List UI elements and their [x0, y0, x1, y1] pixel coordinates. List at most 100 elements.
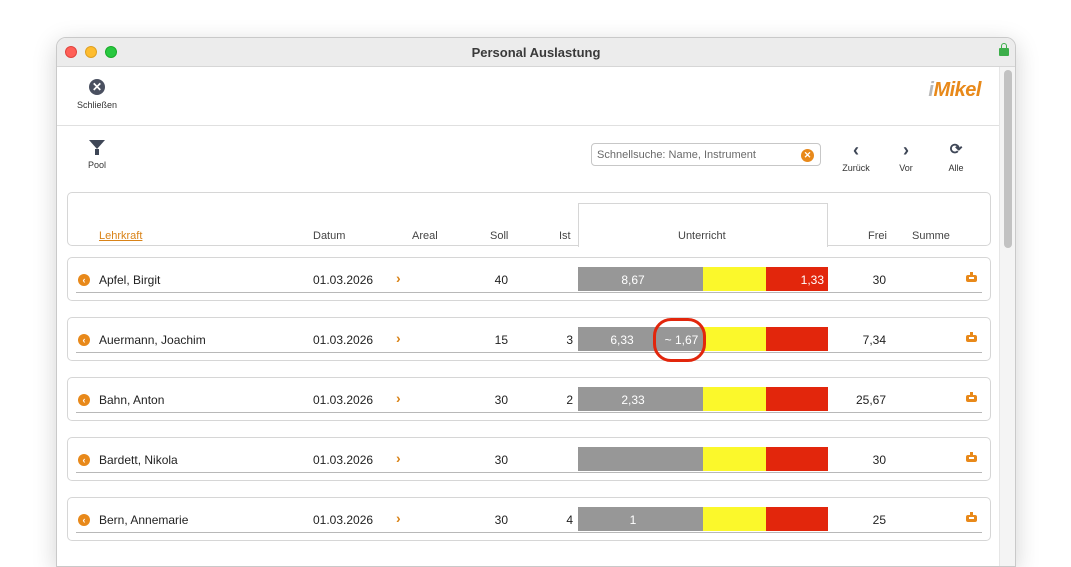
row-soll: 40 [494, 273, 508, 287]
teacher-name: Bardett, Nikola [99, 453, 178, 467]
row-date: 01.03.2026 [313, 453, 374, 467]
teacher-name: Bern, Annemarie [99, 513, 189, 527]
refresh-icon: ⟳ [949, 141, 963, 158]
row-date: 01.03.2026 [313, 333, 374, 347]
chevron-right-icon: › [903, 140, 909, 160]
table-row: ‹ Auermann, Joachim 01.03.2026 › 15 3 6,… [67, 317, 991, 362]
arrow-circle-icon[interactable]: ‹ [78, 394, 90, 406]
column-header-unterricht: Unterricht [678, 230, 726, 242]
load-bar-red [766, 507, 828, 531]
quick-search: ✕ [591, 143, 821, 166]
chevron-right-icon[interactable]: › [396, 510, 401, 526]
row-frei: 7,34 [862, 333, 886, 347]
clear-search-icon[interactable]: ✕ [801, 149, 814, 162]
table-row: ‹ Bardett, Nikola 01.03.2026 › 30 30 [67, 437, 991, 481]
close-button-label: Schließen [76, 100, 118, 110]
arrow-circle-icon[interactable]: ‹ [78, 274, 90, 286]
funnel-icon [89, 140, 105, 149]
row-soll: 15 [494, 333, 508, 347]
imikel-logo: iMikel [928, 79, 981, 101]
robot-icon[interactable] [966, 452, 978, 463]
robot-icon[interactable] [966, 332, 978, 343]
row-soll: 30 [494, 393, 508, 407]
load-bar-grey [578, 267, 703, 291]
load-bar-grey [578, 387, 703, 411]
forward-button[interactable]: › Vor [886, 140, 926, 173]
arrow-circle-icon[interactable]: ‹ [78, 334, 90, 346]
load-bar-yellow [703, 507, 766, 531]
load-bar-red [766, 447, 828, 471]
table-row: ‹ Bahn, Anton 01.03.2026 › 30 2 2,33 25,… [67, 377, 991, 421]
scroll-thumb[interactable] [1004, 70, 1012, 248]
row-date: 01.03.2026 [313, 513, 374, 527]
load-bar-grey [578, 327, 703, 351]
row-soll: 30 [494, 453, 508, 467]
teacher-name: Auermann, Joachim [99, 333, 206, 347]
load-bar-red [766, 327, 828, 351]
pool-label: Pool [87, 160, 106, 170]
column-header-soll: Soll [490, 230, 509, 242]
load-bar-yellow [703, 267, 766, 291]
teacher-name: Bahn, Anton [99, 393, 165, 407]
row-date: 01.03.2026 [313, 273, 374, 287]
close-icon: ✕ [89, 79, 105, 95]
title-bar: Personal Auslastung [57, 38, 1015, 67]
robot-icon[interactable] [966, 392, 978, 403]
table-row: ‹ Bern, Annemarie 01.03.2026 › 30 4 1 25 [67, 497, 991, 541]
chevron-right-icon[interactable]: › [396, 330, 401, 346]
vertical-scrollbar[interactable] [999, 67, 1015, 566]
load-bar-yellow [703, 447, 766, 471]
load-value: 1 [629, 513, 637, 527]
arrow-circle-icon[interactable]: ‹ [78, 514, 90, 526]
back-button[interactable]: ‹ Zurück [836, 140, 876, 173]
window-minimize-button[interactable] [85, 46, 97, 58]
column-header-datum: Datum [313, 230, 346, 242]
row-frei: 30 [872, 273, 886, 287]
search-input[interactable] [597, 147, 797, 163]
overload-value: 1,33 [800, 273, 824, 287]
robot-icon[interactable] [966, 272, 978, 283]
row-frei: 25 [872, 513, 886, 527]
highlight-circle [653, 318, 706, 362]
column-header-lehrkraft[interactable]: Lehrkraft [99, 230, 143, 242]
row-ist: 3 [566, 333, 573, 347]
row-ist: 2 [566, 393, 573, 407]
chevron-right-icon[interactable]: › [396, 450, 401, 466]
row-frei: 25,67 [855, 393, 886, 407]
row-ist: 4 [566, 513, 573, 527]
window-close-button[interactable] [65, 46, 77, 58]
chevron-right-icon[interactable]: › [396, 390, 401, 406]
pool-filter-button[interactable]: Pool [79, 140, 115, 170]
show-all-button[interactable]: ⟳ Alle [936, 140, 976, 173]
teacher-name: Apfel, Birgit [99, 273, 161, 287]
row-date: 01.03.2026 [313, 393, 374, 407]
load-bar-red [766, 267, 828, 291]
load-bar-yellow [703, 387, 766, 411]
table-header: Lehrkraft Datum Areal Soll Ist Unterrich… [67, 192, 991, 247]
load-bar-yellow [703, 327, 766, 351]
lock-icon [999, 43, 1009, 56]
column-header-areal: Areal [412, 230, 438, 242]
load-value: 6,33 [610, 333, 634, 347]
load-value: 8,67 [621, 273, 645, 287]
filter-toolbar: Pool ✕ ‹ Zurück › Vor ⟳ Alle [57, 126, 1001, 186]
close-button[interactable]: ✕ Schließen [71, 79, 123, 110]
window-title: Personal Auslastung [471, 45, 601, 60]
load-bar-grey [578, 507, 703, 531]
planned-value: ~ 1,67 [664, 333, 699, 347]
load-bar-red [766, 387, 828, 411]
robot-icon[interactable] [966, 512, 978, 523]
chevron-right-icon[interactable]: › [396, 270, 401, 286]
window-zoom-button[interactable] [105, 46, 117, 58]
row-soll: 30 [494, 513, 508, 527]
column-header-ist: Ist [559, 230, 571, 242]
load-value: 2,33 [621, 393, 645, 407]
column-header-summe: Summe [912, 230, 950, 242]
column-header-frei: Frei [868, 230, 887, 242]
chevron-left-icon: ‹ [853, 140, 859, 160]
load-bar-grey [578, 447, 703, 471]
arrow-circle-icon[interactable]: ‹ [78, 454, 90, 466]
main-toolbar: ✕ Schließen iMikel [57, 67, 1001, 126]
row-frei: 30 [872, 453, 886, 467]
app-window: Personal Auslastung ✕ Schließen iMikel P… [56, 37, 1016, 567]
